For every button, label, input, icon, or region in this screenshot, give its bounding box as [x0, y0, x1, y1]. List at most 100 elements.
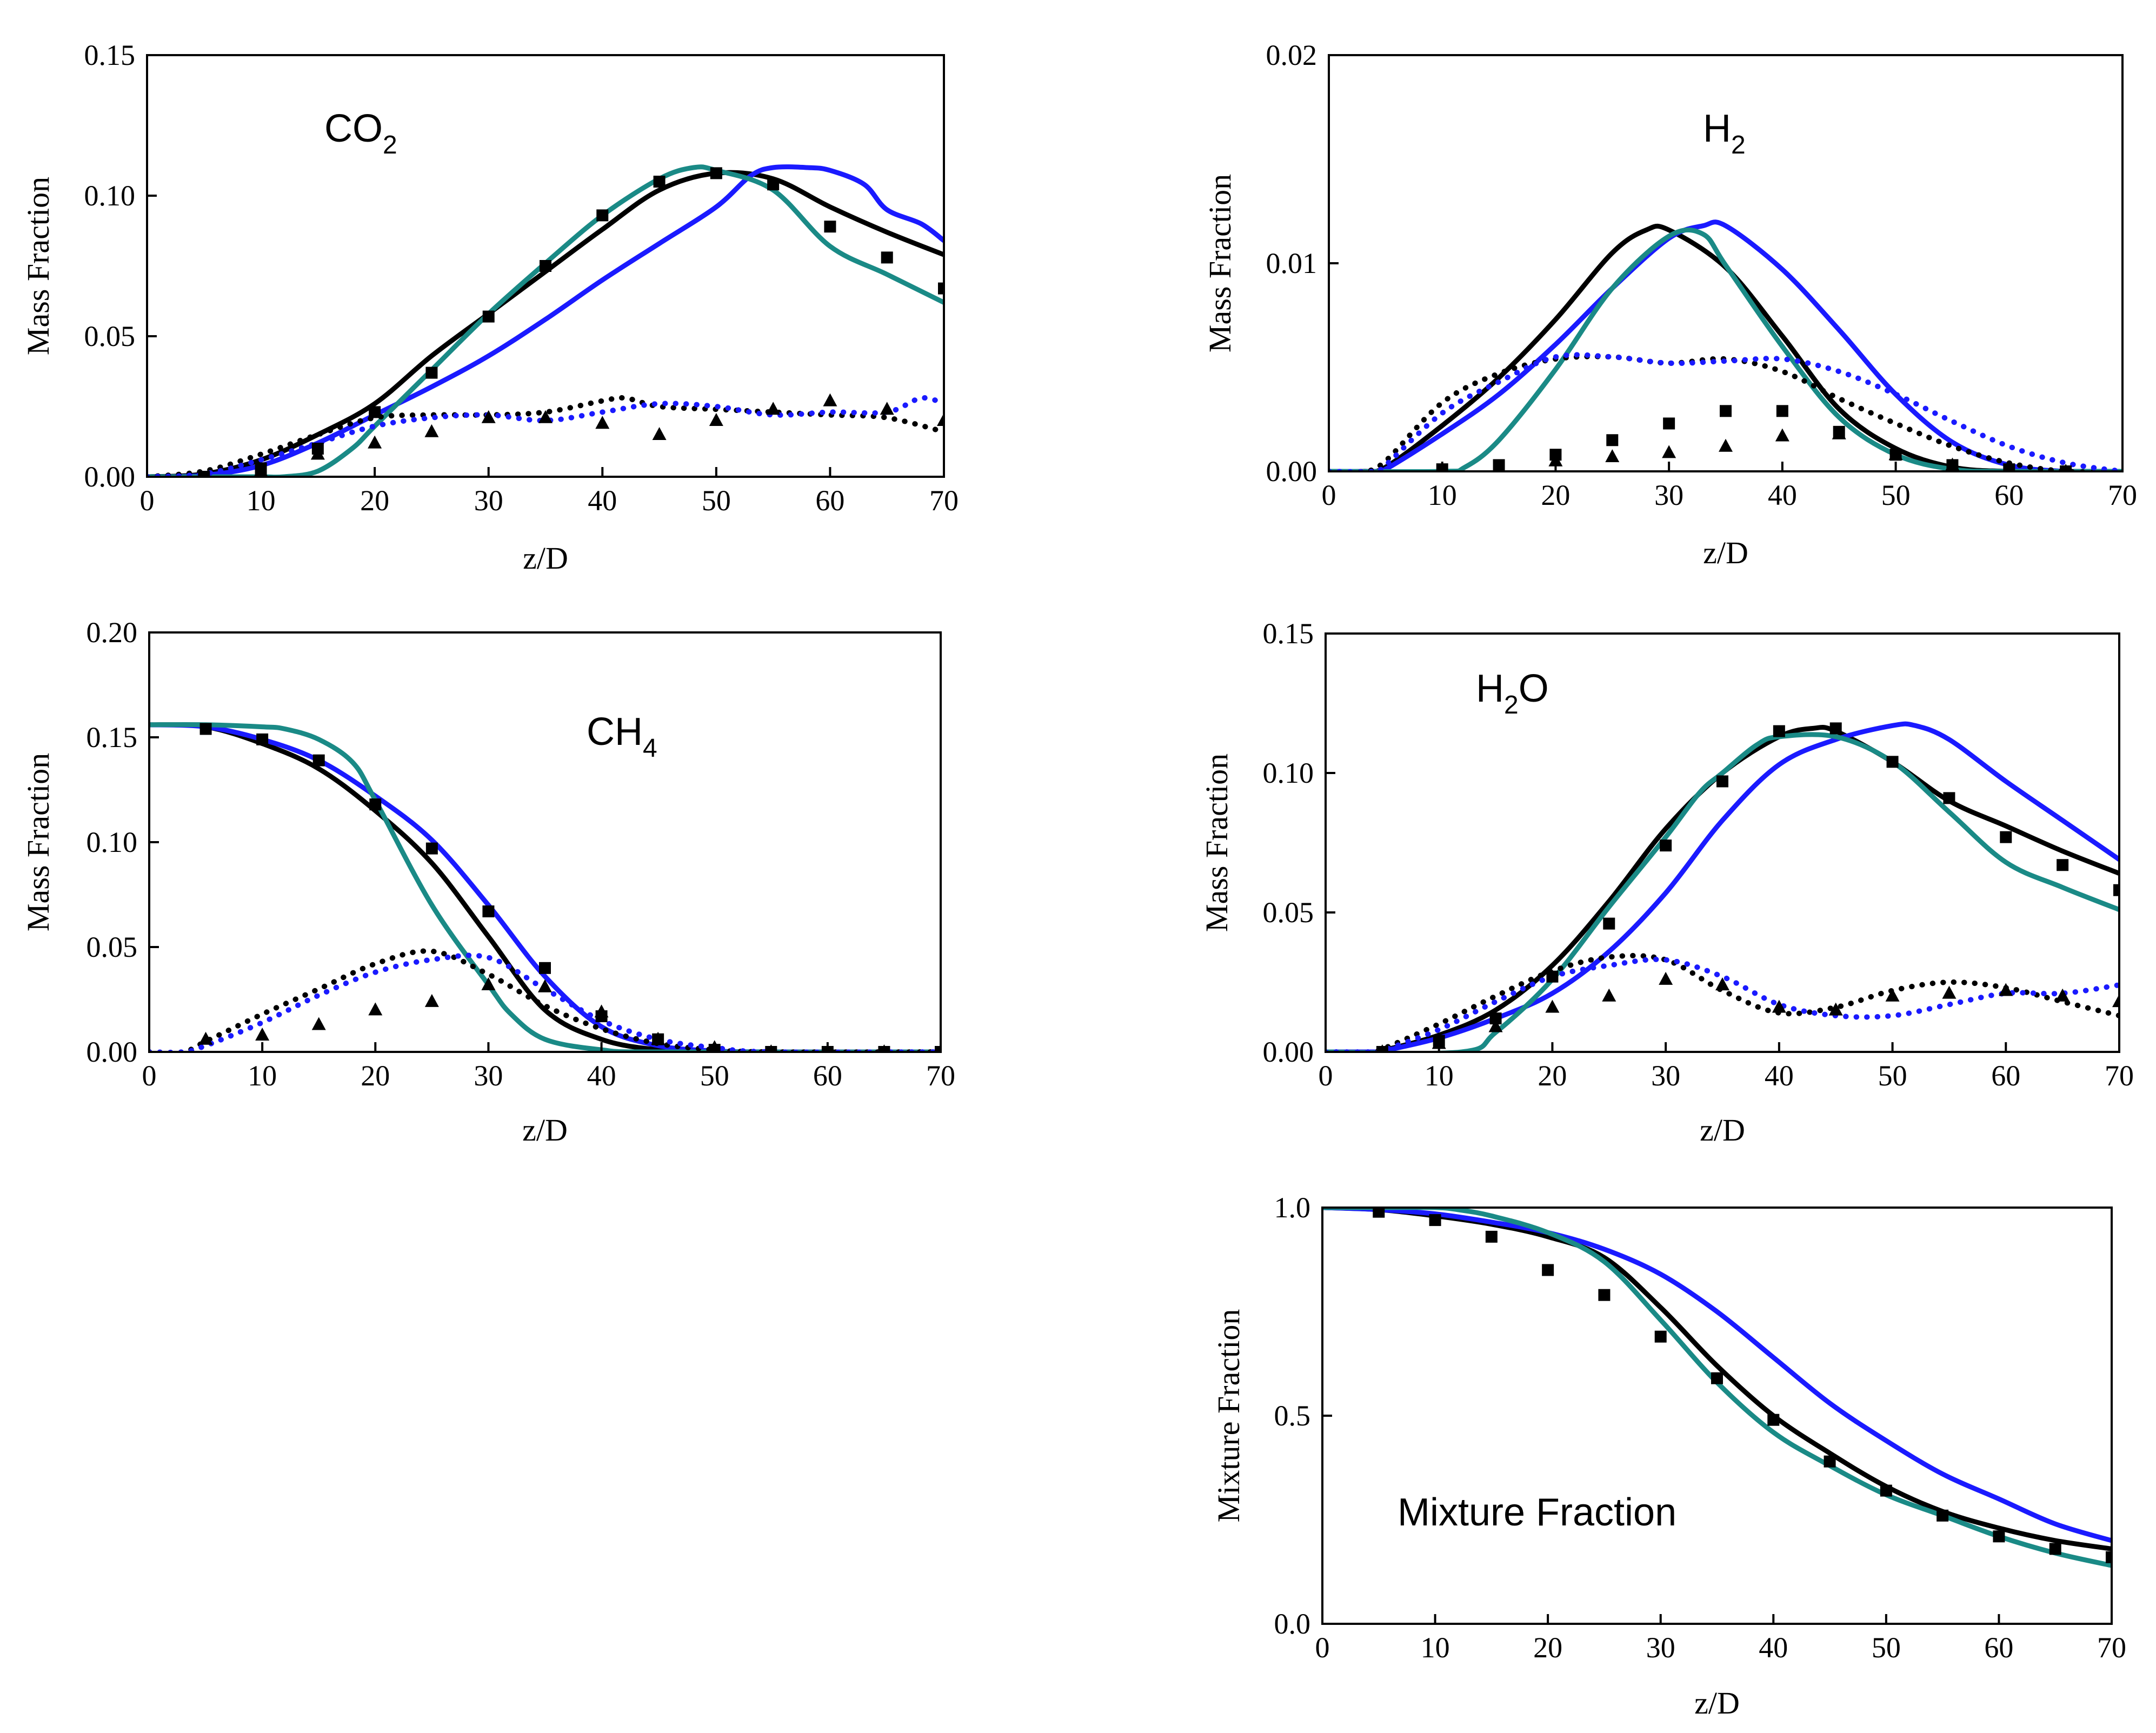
x-tick-label: 70: [926, 1059, 955, 1092]
x-tick-label: 10: [1421, 1631, 1450, 1664]
x-tick-label: 20: [1533, 1631, 1562, 1664]
data-point-square: [1489, 1012, 1502, 1025]
data-point-triangle: [481, 410, 496, 423]
data-point-square: [369, 798, 382, 811]
data-point-square: [1429, 1214, 1441, 1227]
x-tick-label: 50: [1878, 1059, 1907, 1092]
data-point-square: [482, 905, 495, 918]
x-tick-label: 0: [140, 484, 155, 517]
data-point-square: [2049, 1543, 2061, 1555]
data-point-square: [1485, 1230, 1498, 1243]
x-tick-label: 0: [1315, 1631, 1330, 1664]
data-point-square: [596, 209, 609, 222]
y-tick-label: 0.5: [1274, 1399, 1311, 1432]
data-point-square: [653, 176, 666, 188]
series-dotted-blue: [147, 395, 944, 477]
data-point-square: [2113, 884, 2119, 896]
data-point-square: [1767, 1414, 1780, 1426]
data-point-square: [425, 366, 438, 379]
x-tick-label: 60: [1994, 479, 2024, 511]
y-tick-label: 0.01: [1266, 247, 1317, 279]
y-tick-label: 0.15: [86, 721, 138, 754]
data-point-square: [1720, 405, 1732, 417]
data-point-triangle: [880, 402, 894, 415]
data-point-triangle: [709, 413, 723, 426]
series-solid-black: [149, 722, 941, 1052]
panel-title: CH4: [587, 710, 657, 763]
plot-frame: [146, 54, 945, 478]
data-point-square: [935, 1046, 941, 1052]
y-tick-label: 0.10: [86, 826, 138, 858]
x-tick-label: 70: [929, 484, 959, 517]
data-point-square: [1373, 1208, 1385, 1218]
series-solid-blue: [1322, 1208, 2112, 1543]
data-point-square: [1824, 1455, 1836, 1468]
data-point-triangle: [1662, 445, 1676, 458]
x-tick-label: 30: [1651, 1059, 1680, 1092]
y-tick-label: 0.10: [84, 179, 136, 212]
data-point-triangle: [1719, 438, 1733, 452]
data-point-triangle: [1605, 449, 1620, 463]
series-dotted-blue: [149, 952, 941, 1052]
x-tick-label: 60: [813, 1059, 842, 1092]
y-tick-label: 0.15: [84, 39, 136, 71]
y-tick-label: 0.0: [1274, 1608, 1311, 1640]
data-point-triangle: [595, 416, 610, 429]
x-tick-label: 30: [1646, 1631, 1675, 1664]
data-point-square: [1546, 970, 1559, 983]
data-point-triangle: [1775, 428, 1789, 442]
data-point-square: [2000, 831, 2012, 843]
series-solid-blue: [1329, 219, 2122, 471]
y-tick-label: 0.20: [86, 616, 138, 649]
data-point-triangle: [368, 1002, 383, 1016]
data-point-triangle: [198, 1031, 213, 1045]
data-point-square: [824, 221, 836, 233]
data-point-square: [938, 282, 944, 295]
data-point-square: [312, 754, 325, 766]
series-dotted-blue: [1329, 352, 2122, 471]
data-point-triangle: [766, 402, 781, 415]
series-dotted-black: [1326, 952, 2119, 1052]
x-tick-label: 10: [1425, 1059, 1454, 1092]
data-point-square: [1776, 405, 1788, 417]
panel-mixture-fraction: Mixture Fraction z/D Mixture Fraction 0 1…: [1211, 1191, 2126, 1721]
data-point-triangle: [2055, 988, 2070, 1002]
x-tick-label: 60: [1984, 1631, 2013, 1664]
data-point-triangle: [311, 1017, 326, 1030]
data-point-triangle: [1942, 985, 1957, 999]
data-point-triangle: [1548, 453, 1563, 466]
plot-frame: [1325, 632, 2120, 1053]
data-point-triangle: [2112, 994, 2119, 1008]
x-tick-label: 40: [1759, 1631, 1788, 1664]
data-point-triangle: [1378, 1044, 1387, 1052]
y-tick-label: 0.02: [1266, 39, 1317, 71]
x-tick-label: 0: [142, 1059, 157, 1092]
y-tick-label: 0.00: [1263, 1036, 1314, 1068]
data-point-triangle: [1659, 971, 1673, 985]
data-point-square: [2057, 859, 2069, 871]
data-point-triangle: [1999, 983, 2013, 996]
data-point-triangle: [1885, 988, 1900, 1002]
y-tick-label: 0.05: [1263, 896, 1314, 929]
x-tick-label: 10: [248, 1059, 277, 1092]
y-tick-label: 0.00: [1266, 455, 1317, 488]
data-point-square: [540, 260, 551, 272]
x-tick-label: 70: [2105, 1059, 2134, 1092]
x-tick-label: 30: [474, 1059, 503, 1092]
data-point-triangle: [310, 446, 325, 460]
data-point-square: [2106, 1551, 2112, 1563]
data-point-square: [1654, 1330, 1667, 1343]
x-axis-label: z/D: [1694, 1685, 1740, 1721]
data-point-square: [369, 406, 381, 418]
x-tick-label: 30: [1654, 479, 1683, 511]
data-point-square: [1886, 756, 1899, 768]
y-axis-label: Mass Fraction: [1199, 754, 1234, 932]
data-point-square: [425, 842, 438, 855]
x-tick-label: 0: [1322, 479, 1336, 511]
y-axis-label: Mass Fraction: [21, 753, 56, 931]
y-tick-label: 0.00: [84, 461, 136, 493]
x-axis-label: z/D: [1700, 1112, 1745, 1148]
data-point-triangle: [1828, 1002, 1843, 1016]
x-tick-label: 20: [360, 484, 389, 517]
data-point-triangle: [767, 1044, 775, 1052]
